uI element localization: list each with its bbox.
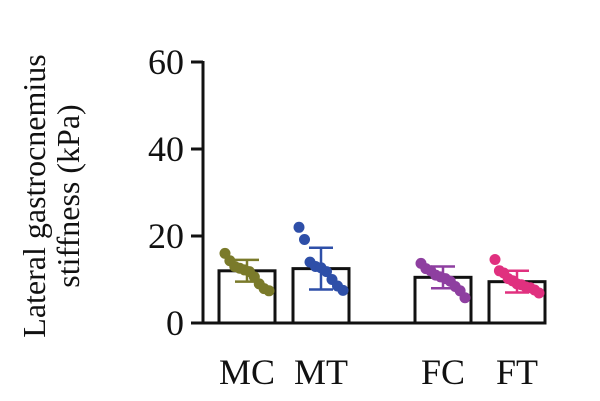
y-axis-title: Lateral gastrocnemius stiffness (kPa) <box>16 54 86 337</box>
y-axis-title-line-2: stiffness (kPa) <box>50 104 86 287</box>
y-tick-label-60: 60 <box>148 42 184 82</box>
x-tick-label-mt: MT <box>294 352 348 392</box>
data-point-mc <box>263 285 275 297</box>
x-tick-label-fc: FC <box>421 352 465 392</box>
x-tick-label-ft: FT <box>496 352 538 392</box>
y-tick-label-20: 20 <box>148 216 184 256</box>
x-tick-label-mc: MC <box>219 352 275 392</box>
data-point-mt <box>293 221 305 233</box>
y-tick-label-0: 0 <box>166 303 184 343</box>
data-point-ft <box>489 253 501 265</box>
plot-area: 0 20 40 60 MC MT FC FT <box>148 42 547 392</box>
y-axis-title-line-1: Lateral gastrocnemius <box>16 54 52 337</box>
data-point-mt <box>337 284 349 296</box>
data-point-mt <box>299 233 310 245</box>
data-point-ft <box>533 287 545 299</box>
data-point-mt <box>321 266 332 278</box>
y-tick-label-40: 40 <box>148 129 184 169</box>
data-point-fc <box>459 292 471 304</box>
